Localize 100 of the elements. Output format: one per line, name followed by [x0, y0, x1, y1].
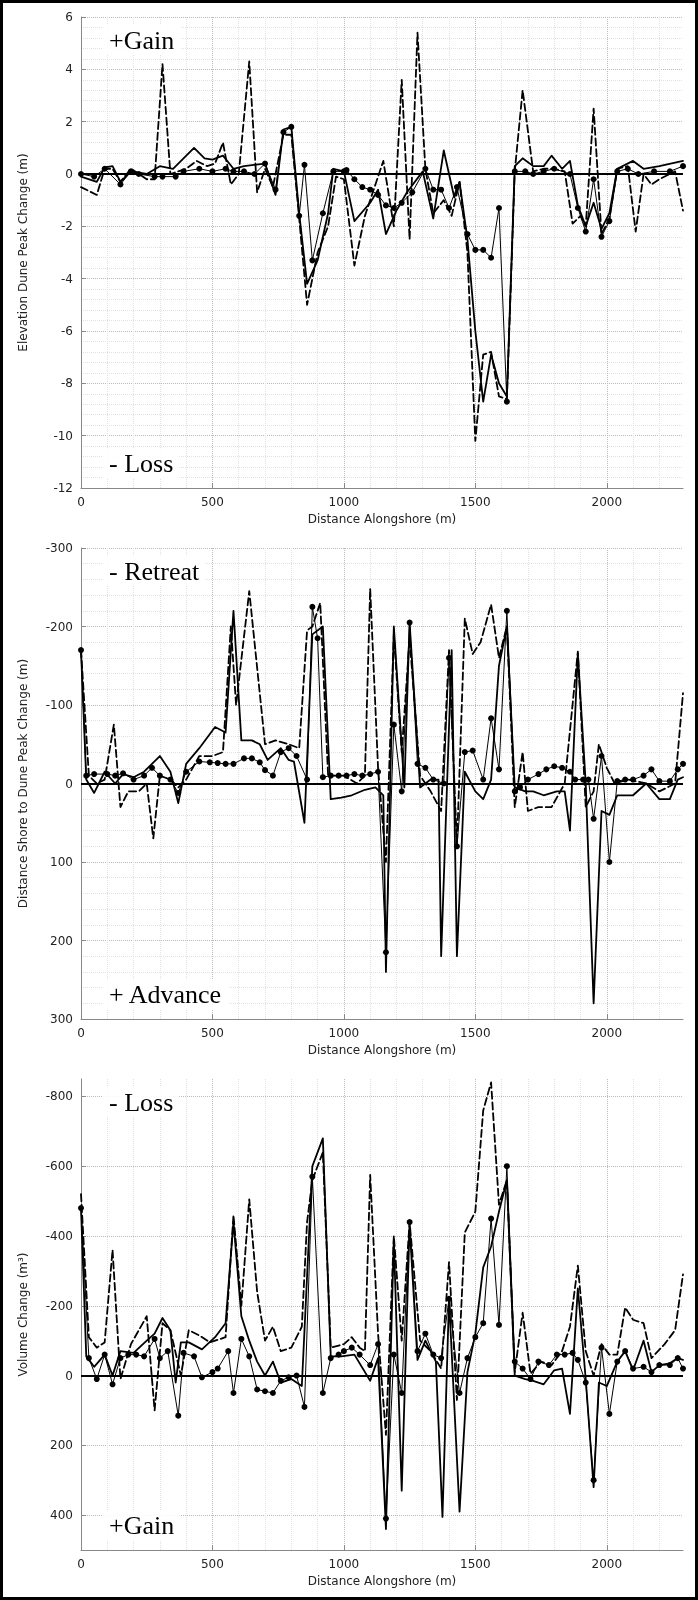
y-axis-title: Volume Change (m³) — [16, 1252, 30, 1377]
point — [590, 176, 597, 183]
point — [101, 165, 108, 172]
point — [438, 186, 445, 193]
x-tick-label: 500 — [200, 495, 224, 509]
annotation: + Advance — [109, 979, 222, 1009]
y-tick-label: -8 — [61, 376, 73, 391]
y-axis-title: Distance Shore to Dune Peak Change (m) — [16, 658, 30, 909]
x-tick-label: 2000 — [591, 1026, 623, 1040]
point — [382, 202, 389, 209]
point — [430, 186, 437, 193]
y-tick-label: -200 — [45, 619, 73, 634]
x-tick-label: 1000 — [328, 1026, 360, 1040]
x-tick-label: 500 — [200, 1557, 224, 1571]
point — [301, 161, 308, 168]
point — [398, 199, 405, 206]
y-tick-label: -400 — [45, 1229, 73, 1243]
x-tick-label: 1000 — [328, 1557, 360, 1571]
y-tick-label: 200 — [50, 933, 73, 948]
point — [280, 129, 287, 136]
point — [319, 210, 326, 217]
point — [624, 165, 631, 172]
y-tick-label: 0 — [65, 167, 73, 181]
point — [156, 772, 163, 779]
point — [551, 165, 558, 172]
annotation: - Loss — [109, 448, 174, 478]
y-tick-label: 400 — [50, 1508, 73, 1523]
y-tick-label: 200 — [50, 1438, 73, 1453]
x-tick-label: 1500 — [460, 1557, 491, 1571]
point — [196, 165, 203, 172]
y-axis-title: Elevation Dune Peak Change (m) — [16, 153, 30, 352]
y-tick-label: 4 — [65, 62, 73, 77]
point — [614, 1358, 621, 1365]
point — [406, 1219, 413, 1226]
x-axis-title: Distance Alongshore (m) — [307, 1042, 457, 1057]
x-tick-label: 0 — [77, 1557, 85, 1571]
x-tick-label: 500 — [200, 1026, 224, 1040]
point — [472, 246, 479, 253]
x-tick-label: 1500 — [460, 495, 491, 509]
point — [446, 1295, 453, 1302]
line-series — [80, 31, 684, 442]
y-tick-label: -200 — [45, 1298, 73, 1313]
point — [409, 189, 416, 196]
y-tick-label: -300 — [45, 541, 73, 555]
point — [495, 205, 502, 212]
point — [598, 233, 605, 240]
point — [78, 647, 84, 654]
annotation: +Gain — [109, 25, 175, 55]
point — [78, 1205, 84, 1212]
annotation: +Gain — [109, 1510, 175, 1540]
point — [453, 843, 460, 850]
y-tick-label: -600 — [45, 1159, 73, 1174]
point — [574, 205, 581, 212]
annotation: - Retreat — [109, 556, 200, 586]
y-tick-label: 0 — [65, 1368, 73, 1383]
point — [351, 176, 358, 183]
point — [446, 205, 453, 212]
y-tick-label: -800 — [45, 1089, 73, 1104]
point — [674, 1355, 681, 1362]
x-tick-label: 1000 — [328, 495, 360, 509]
point — [167, 776, 174, 783]
point — [390, 205, 397, 212]
y-tick-label: 300 — [50, 1012, 73, 1026]
point — [656, 1362, 663, 1369]
point — [606, 218, 613, 225]
point — [296, 212, 303, 219]
point — [101, 1351, 108, 1358]
point — [367, 186, 374, 193]
annotation: - Loss — [109, 1087, 174, 1117]
y-tick-label: 2 — [65, 114, 73, 129]
y-tick-label: 0 — [65, 776, 73, 791]
x-tick-label: 2000 — [591, 495, 623, 509]
x-tick-label: 0 — [77, 495, 85, 509]
y-tick-label: -4 — [61, 271, 73, 286]
point — [375, 191, 382, 198]
y-tick-label: 6 — [65, 10, 73, 24]
x-axis-title: Distance Alongshore (m) — [307, 511, 457, 526]
x-tick-label: 1500 — [460, 1026, 491, 1040]
point — [222, 165, 229, 172]
y-tick-label: -10 — [53, 428, 73, 443]
x-tick-label: 2000 — [591, 1557, 623, 1571]
point — [480, 246, 487, 253]
point — [488, 254, 495, 261]
point — [453, 184, 460, 191]
x-axis-title: Distance Alongshore (m) — [307, 1573, 457, 1588]
point — [648, 1369, 655, 1376]
point — [503, 398, 510, 405]
point — [622, 1348, 629, 1355]
point — [680, 163, 686, 170]
point — [309, 257, 316, 264]
point — [117, 181, 124, 188]
point — [359, 184, 366, 191]
point — [422, 165, 429, 172]
x-tick-label: 0 — [77, 1026, 85, 1040]
point — [262, 160, 269, 167]
point — [464, 231, 471, 238]
y-tick-label: -6 — [61, 324, 73, 338]
y-tick-label: 100 — [50, 855, 73, 869]
point — [288, 123, 295, 130]
y-tick-label: -12 — [53, 481, 73, 495]
